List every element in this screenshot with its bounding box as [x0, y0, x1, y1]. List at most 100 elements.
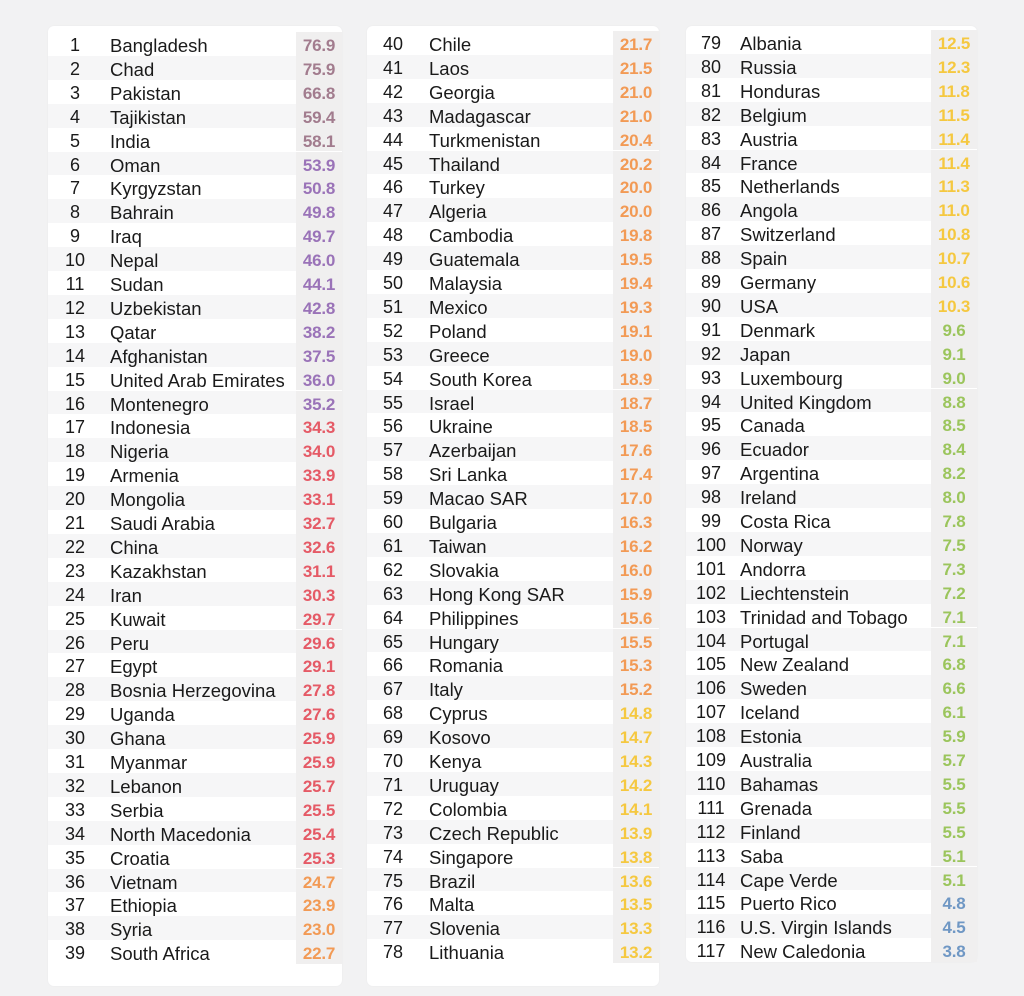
value-number: 19.5: [619, 250, 653, 270]
value-cell: 7.8: [931, 508, 977, 532]
table-row: 74 Singapore 13.8: [367, 843, 659, 868]
value-cell: 34.3: [296, 414, 342, 439]
value-cell: 11.3: [931, 173, 977, 198]
country-name: Indonesia: [110, 417, 191, 439]
country-name: Kyrgyzstan: [110, 178, 202, 200]
country-name: Iraq: [110, 226, 142, 248]
value-number: 18.9: [619, 369, 653, 389]
value-number: 6.1: [942, 703, 966, 723]
rank-number: 60: [382, 512, 404, 532]
rank-number: 112: [696, 821, 726, 842]
table-row: 48 Cambodia 19.8: [367, 222, 659, 246]
country-name: Nigeria: [110, 441, 169, 463]
country-name: Portugal: [740, 630, 809, 652]
table-row: 83 Austria 11.4: [686, 125, 977, 150]
rank-number: 33: [64, 799, 86, 820]
value-cell: 9.1: [931, 340, 977, 365]
table-row: 4 Tajikistan 59.4: [48, 103, 342, 128]
value-number: 20.2: [619, 154, 653, 174]
value-cell: 42.8: [296, 294, 342, 319]
value-number: 21.7: [619, 35, 653, 54]
country-name: China: [110, 536, 159, 558]
value-cell: 37.5: [296, 342, 342, 367]
rank-number: 78: [382, 942, 404, 963]
value-cell: 7.1: [931, 627, 977, 652]
table-row: 107 Iceland 6.1: [686, 699, 977, 723]
ranking-column-1: 1 Bangladesh 76.9 2 Chad 75.9 3 Pakistan 66.8 4 Ta…: [48, 26, 342, 986]
value-cell: 12.5: [931, 30, 977, 54]
table-row: 2 Chad 75.9: [48, 55, 342, 80]
table-row: 71 Uruguay 14.2: [367, 771, 659, 796]
table-row: 56 Ukraine 18.5: [367, 413, 659, 437]
rank-number: 1: [69, 35, 80, 55]
table-row: 110 Bahamas 5.5: [686, 770, 977, 795]
country-name: Bosnia Herzegovina: [110, 680, 276, 702]
country-name: Trinidad and Tobago: [740, 606, 908, 628]
rank-number: 100: [695, 534, 727, 555]
value-cell: 23.0: [296, 916, 342, 941]
country-name: Vietnam: [110, 871, 178, 893]
country-name: Taiwan: [429, 535, 487, 557]
value-number: 9.1: [942, 344, 966, 364]
country-name: Belgium: [740, 104, 807, 126]
rank-number: 46: [382, 177, 404, 198]
rank-number: 26: [64, 632, 86, 653]
rank-number: 65: [382, 631, 404, 652]
value-cell: 25.5: [296, 796, 342, 821]
country-name: Afghanistan: [110, 345, 208, 367]
table-row: 106 Sweden 6.6: [686, 675, 977, 699]
value-number: 10.3: [937, 296, 971, 316]
rank-number: 89: [700, 272, 722, 292]
rank-number: 9: [69, 226, 80, 247]
table-row: 105 New Zealand 6.8: [686, 651, 977, 675]
table-row: 61 Taiwan 16.2: [367, 532, 659, 557]
value-number: 20.0: [619, 178, 653, 198]
rank-number: 82: [700, 104, 722, 125]
rank-number: 93: [700, 367, 722, 388]
country-name: Myanmar: [110, 752, 188, 773]
rank-number: 75: [382, 870, 404, 891]
rank-number: 66: [382, 655, 404, 676]
value-cell: 6.1: [931, 699, 977, 724]
value-number: 11.3: [938, 177, 970, 197]
value-number: 14.3: [619, 752, 653, 771]
table-row: 115 Puerto Rico 4.8: [686, 890, 977, 914]
value-number: 10.8: [937, 225, 971, 245]
table-row: 53 Greece 19.0: [367, 341, 659, 366]
rank-number: 41: [382, 57, 404, 78]
table-row: 65 Hungary 15.5: [367, 628, 659, 653]
table-row: 93 Luxembourg 9.0: [686, 364, 977, 389]
country-name: Montenegro: [110, 393, 209, 415]
value-number: 8.0: [942, 488, 966, 508]
country-name: Georgia: [429, 81, 495, 103]
value-number: 15.9: [619, 584, 653, 604]
value-cell: 32.7: [296, 510, 342, 534]
value-cell: 25.3: [296, 844, 342, 869]
country-name: Chad: [110, 58, 155, 80]
value-cell: 25.4: [296, 820, 342, 845]
table-row: 33 Serbia 25.5: [48, 796, 342, 821]
country-name: Bahamas: [740, 773, 819, 795]
rank-number: 64: [382, 607, 404, 628]
value-number: 10.6: [937, 273, 971, 292]
table-row: 86 Angola 11.0: [686, 197, 977, 221]
table-row: 1 Bangladesh 76.9: [48, 32, 342, 56]
rank-number: 113: [696, 845, 726, 866]
table-row: 113 Saba 5.1: [686, 842, 977, 867]
country-name: Madagascar: [429, 105, 531, 127]
value-number: 16.0: [619, 560, 653, 580]
value-number: 11.4: [938, 129, 970, 149]
rank-number: 22: [64, 536, 86, 557]
country-name: Argentina: [740, 463, 820, 485]
country-name: Italy: [429, 679, 463, 701]
value-number: 9.0: [942, 368, 966, 388]
table-row: 26 Peru 29.6: [48, 629, 342, 654]
table-row: 92 Japan 9.1: [686, 340, 977, 365]
country-name: New Zealand: [740, 654, 850, 676]
rank-number: 5: [69, 130, 80, 151]
value-number: 27.6: [302, 705, 336, 725]
table-row: 40 Chile 21.7: [367, 31, 659, 55]
value-number: 7.5: [942, 535, 966, 555]
value-number: 17.6: [619, 441, 653, 461]
value-number: 25.3: [302, 848, 336, 868]
